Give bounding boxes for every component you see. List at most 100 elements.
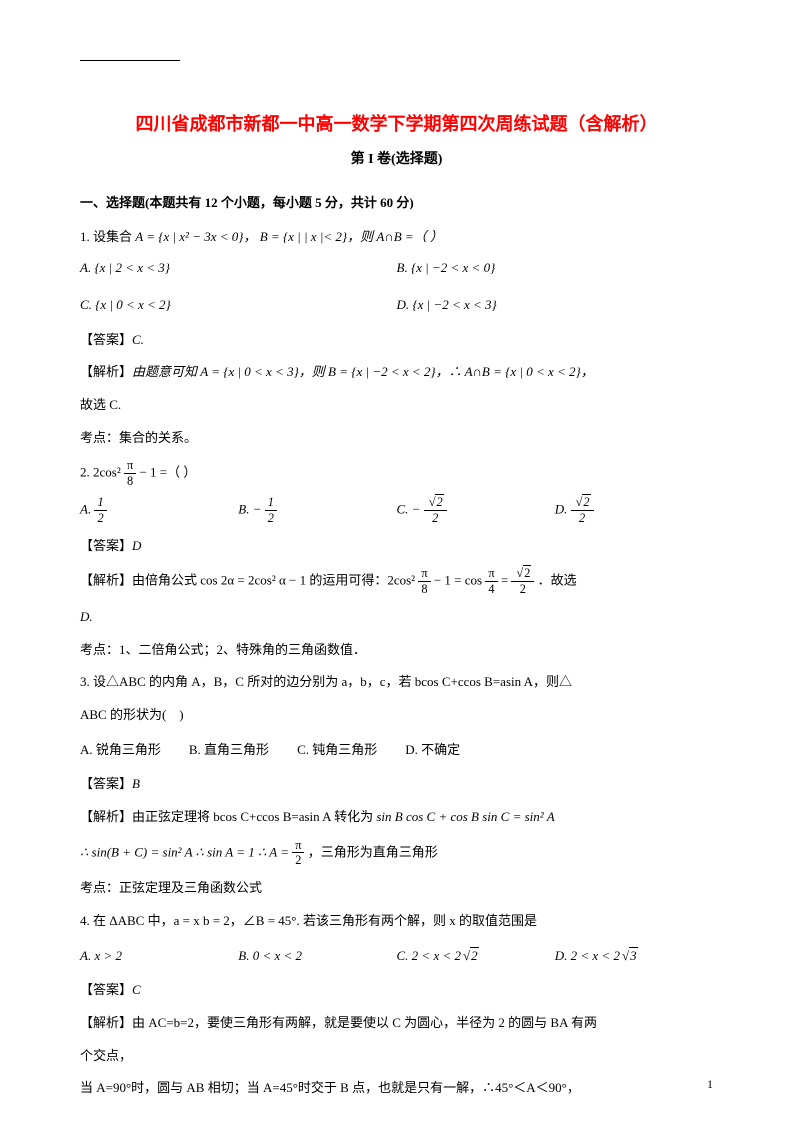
q3-an2-num: π (292, 838, 304, 854)
q2-topic: 考点：1、二倍角公式；2、特殊角的三角函数值． (80, 638, 713, 663)
q2-optC-rad: 2 (435, 494, 443, 509)
q3-options: A. 锐角三角形 B. 直角三角形 C. 钝角三角形 D. 不确定 (80, 736, 713, 765)
q3-topic: 考点：正弦定理及三角函数公式 (80, 876, 713, 901)
q2-optB-frac: 12 (265, 495, 277, 526)
q1-analysis-label: 【解析】 (80, 364, 132, 379)
q4-optB-label: B. (238, 948, 252, 963)
q4-optC-label: C. (397, 948, 412, 963)
q2-an-f1: π8 (418, 566, 430, 597)
q4-optC-before: 2 < x < 2 (412, 948, 461, 963)
q3-an1-math: sin B cos C + cos B sin C = sin² A (376, 809, 554, 824)
q3-optC: C. 钝角三角形 (297, 736, 377, 765)
q2-frac-num: π (124, 458, 136, 474)
q2-optB: B. − 12 (238, 495, 396, 526)
q2-optC: C. − 22 (397, 495, 555, 526)
q2-optD-label: D. (555, 501, 571, 516)
header-rule (80, 60, 180, 61)
q1-answer-label: 【答案】 (80, 332, 132, 347)
q2-optB-num: 1 (265, 495, 277, 511)
q3-an2-den: 2 (292, 853, 304, 868)
q4-optB: B. 0 < x < 2 (238, 942, 396, 971)
q2-analysis-mid1: − 1 = cos (434, 573, 482, 588)
document-title: 四川省成都市新都一中高一数学下学期第四次周练试题（含解析） (80, 110, 713, 136)
q3-optB: B. 直角三角形 (189, 736, 269, 765)
q2-optB-label: B. (238, 501, 252, 516)
q3-answer-label: 【答案】 (80, 776, 132, 791)
q1-optB-label: B. (397, 260, 411, 275)
q1-optC-label: C. (80, 297, 95, 312)
q4-optD-label: D. (555, 948, 571, 963)
q2-analysis-label: 【解析】 (80, 573, 132, 588)
q2-prefix: 2. (80, 465, 93, 480)
q4-optA-text: x > 2 (94, 948, 122, 963)
q1-topic: 考点：集合的关系。 (80, 426, 713, 451)
q2-optD-frac: 22 (571, 495, 594, 526)
q3-stem-2: ABC 的形状为( ) (80, 703, 713, 728)
q2-answer: 【答案】D (80, 534, 713, 559)
q4-optD: D. 2 < x < 2 3 (555, 942, 713, 971)
q2-analysis-1: 【解析】由倍角公式 cos 2α = 2cos² α − 1 的运用可得：2co… (80, 566, 713, 597)
q2-frac-den: 8 (124, 474, 136, 489)
q1-answer: 【答案】C. (80, 328, 713, 353)
document-subtitle: 第 I 卷(选择题) (80, 148, 713, 168)
q2-optA-num: 1 (94, 495, 106, 511)
q2-math-after: − 1 =（ ） (139, 465, 196, 480)
q1-optA-text: {x | 2 < x < 3} (94, 260, 170, 275)
q4-answer-label: 【答案】 (80, 982, 132, 997)
q2-an-f3-den: 2 (511, 582, 534, 597)
q2-analysis-before: 由倍角公式 cos 2α = 2cos² α − 1 的运用可得：2cos² (132, 573, 415, 588)
q3-an2-after: ，三角形为直角三角形 (308, 844, 438, 859)
q2-an-f3-rad: 2 (523, 565, 531, 580)
q2-optB-prefix: − (253, 501, 265, 516)
q2-optC-prefix: − (412, 501, 424, 516)
q2-answer-label: 【答案】 (80, 538, 132, 553)
q4-analysis-label: 【解析】 (80, 1015, 132, 1030)
q2-optD-rad: 2 (582, 494, 590, 509)
q2-an-f2-den: 4 (485, 582, 497, 597)
section-heading: 一、选择题(本题共有 12 个小题，每小题 5 分，共计 60 分) (80, 192, 713, 211)
q3-answer-value: B (132, 776, 140, 791)
q3-stem-1: 3. 设△ABC 的内角 A，B，C 所对的边分别为 a，b，c，若 bcos … (80, 670, 713, 695)
q3-an2-frac: π2 (292, 838, 304, 869)
q2-optB-den: 2 (265, 511, 277, 526)
q1-optD-text: {x | −2 < x < 3} (412, 297, 496, 312)
q1-optD-label: D. (397, 297, 413, 312)
q1-optA-label: A. (80, 260, 94, 275)
q2-options: A. 12 B. − 12 C. − 22 D. 22 (80, 495, 713, 526)
q4-optD-rad: 3 (629, 947, 638, 963)
q2-an-f2-num: π (485, 566, 497, 582)
q2-analysis-after: ．故选 (538, 573, 577, 588)
q3-an1-before: 由正弦定理将 bcos C+ccos B=asin A 转化为 (132, 809, 376, 824)
q2-frac: π8 (124, 458, 136, 489)
q4-optA-label: A. (80, 948, 94, 963)
q4-analysis-1: 【解析】由 AC=b=2，要使三角形有两解，就是要使以 C 为圆心，半径为 2 … (80, 1011, 713, 1036)
q2-optA-den: 2 (94, 511, 106, 526)
question-1-stem: 1. 设集合 A = {x | x² − 3x < 0}， B = {x | |… (80, 225, 713, 248)
q4-optD-before: 2 < x < 2 (571, 948, 620, 963)
q2-optD: D. 22 (555, 495, 713, 526)
q1-optC-text: {x | 0 < x < 2} (95, 297, 171, 312)
q2-optD-num: 2 (571, 495, 594, 511)
q3-optD: D. 不确定 (405, 736, 460, 765)
q4-analysis-2: 个交点， (80, 1044, 713, 1069)
q4-answer-value: C (132, 982, 141, 997)
q2-an-f3-num: 2 (511, 566, 534, 582)
q1-optD: D. {x | −2 < x < 3} (397, 291, 714, 320)
q4-optC-rad: 2 (470, 947, 479, 963)
q1-options-row2: C. {x | 0 < x < 2} D. {x | −2 < x < 3} (80, 291, 713, 320)
q1-optB-text: {x | −2 < x < 0} (411, 260, 495, 275)
q3-analysis-2: ∴ sin(B + C) = sin² A ∴ sin A = 1 ∴ A = … (80, 838, 713, 869)
q2-an-f2: π4 (485, 566, 497, 597)
q1-prefix: 1. 设集合 (80, 229, 135, 244)
q2-answer-value: D (132, 538, 141, 553)
q1-analysis-1: 【解析】由题意可知 A = {x | 0 < x < 3}，则 B = {x |… (80, 360, 713, 385)
q1-math: A = {x | x² − 3x < 0}， B = {x | | x |< 2… (135, 229, 443, 244)
q2-math-before: 2cos² (93, 465, 121, 480)
q1-optC: C. {x | 0 < x < 2} (80, 291, 397, 320)
q4-optA: A. x > 2 (80, 942, 238, 971)
q2-optC-num: 2 (424, 495, 447, 511)
q2-analysis-mid2: = (501, 573, 512, 588)
q2-optC-label: C. (397, 501, 412, 516)
q3-an2-before: ∴ sin(B + C) = sin² A ∴ sin A = 1 ∴ A = (80, 844, 292, 859)
q1-optB: B. {x | −2 < x < 0} (397, 254, 714, 283)
